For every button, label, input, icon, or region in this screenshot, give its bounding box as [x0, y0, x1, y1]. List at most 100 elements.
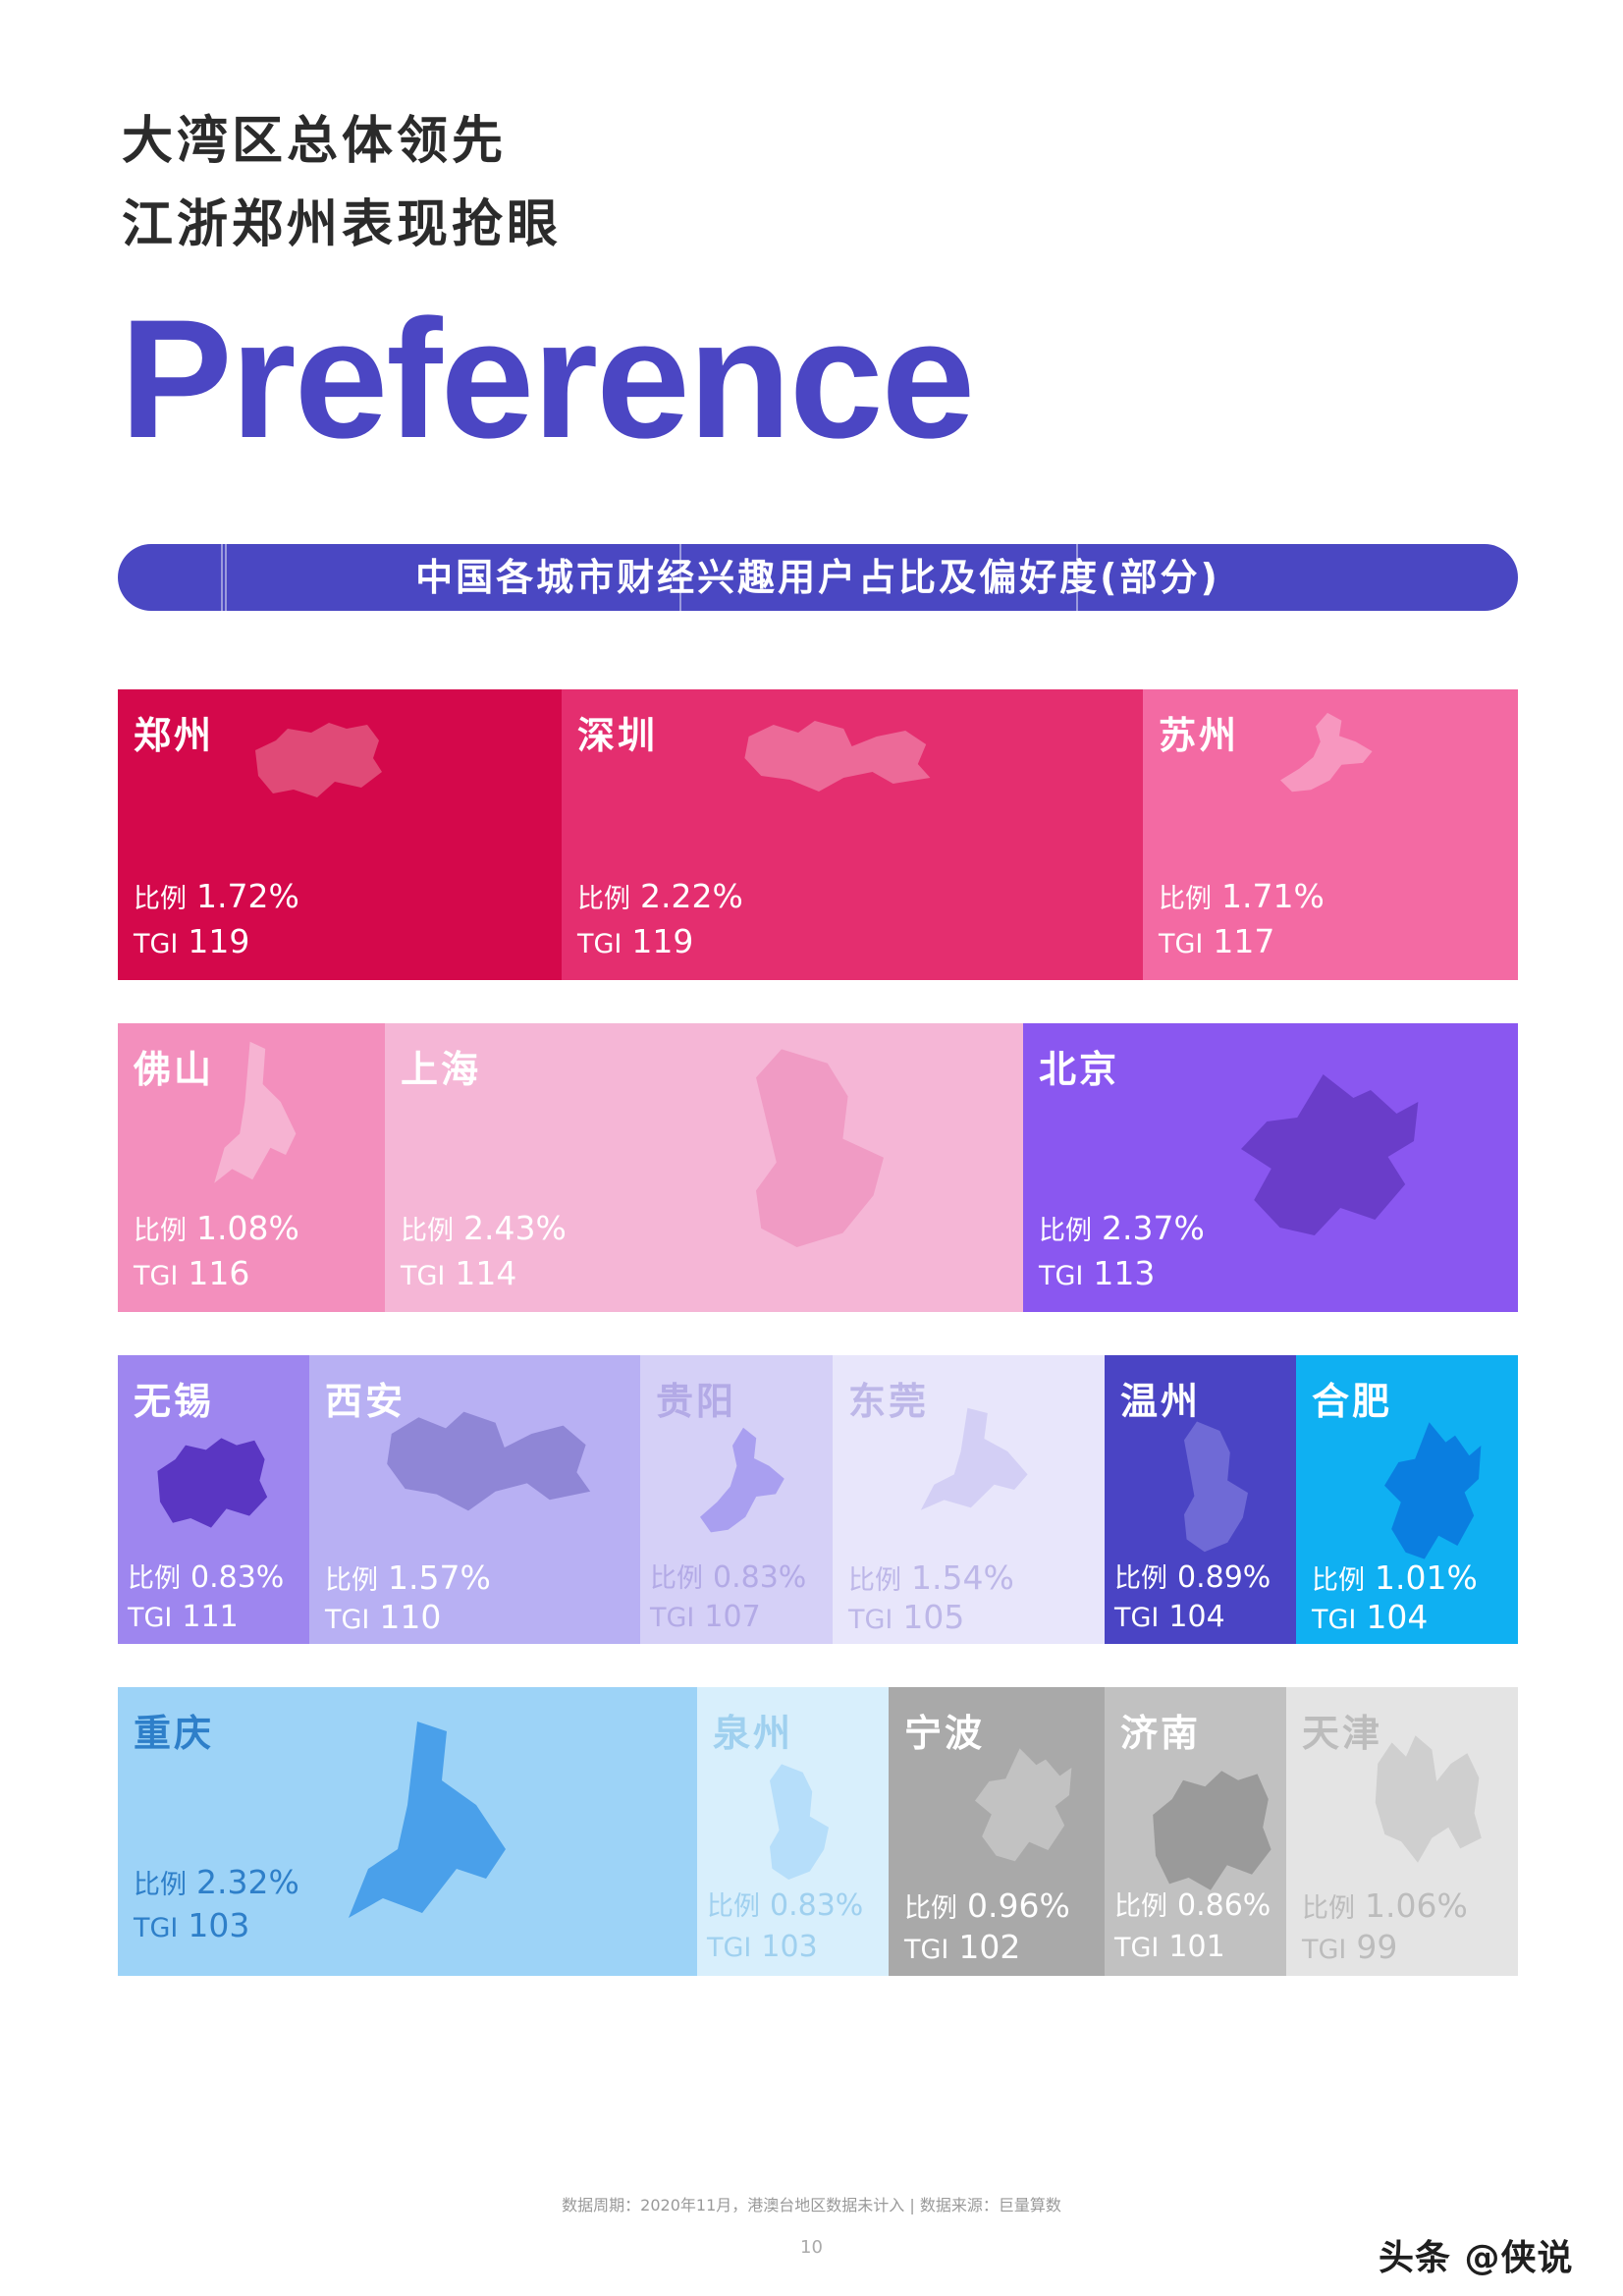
city-map-icon [756, 1049, 884, 1247]
tgi-stat: TGI 101 [1114, 1930, 1225, 1964]
city-map-icon [1280, 712, 1373, 793]
city-name: 东莞 [848, 1380, 930, 1423]
city-name: 天津 [1302, 1712, 1383, 1755]
city-map-icon [1384, 1422, 1482, 1559]
city-name: 苏州 [1159, 714, 1240, 757]
section-title-banner: 中国各城市财经兴趣用户占比及偏好度(部分) [118, 544, 1518, 611]
city-map-icon [920, 1407, 1028, 1510]
city-tile: 宁波比例 0.96% TGI 102 [889, 1687, 1105, 1976]
banner-divider [1076, 544, 1078, 611]
city-name: 合肥 [1312, 1380, 1393, 1423]
city-map-icon [1375, 1735, 1482, 1863]
city-name: 上海 [401, 1048, 482, 1091]
city-tile: 泉州比例 0.83% TGI 103 [697, 1687, 889, 1976]
tgi-stat: TGI 102 [904, 1928, 1021, 1966]
tgi-stat: TGI 104 [1312, 1598, 1429, 1636]
city-row: 重庆 比例 2.32% TGI 103 泉州 比例 0.83% TGI 103 宁波 比例 0.96% T… [118, 1687, 1518, 1976]
ratio-stat: 比例 1.08% [134, 1209, 299, 1247]
ratio-stat: 比例 1.72% [134, 877, 299, 915]
city-tile: 重庆比例 2.32% TGI 103 [118, 1687, 697, 1976]
banner-divider [679, 544, 681, 611]
city-name: 西安 [325, 1380, 406, 1423]
tgi-stat: TGI 104 [1114, 1600, 1225, 1634]
ratio-stat: 比例 2.32% [134, 1863, 299, 1901]
tgi-stat: TGI 99 [1302, 1928, 1398, 1966]
city-name: 泉州 [713, 1712, 794, 1755]
city-tile: 东莞比例 1.54% TGI 105 [833, 1355, 1105, 1644]
city-tile: 西安比例 1.57% TGI 110 [309, 1355, 640, 1644]
tgi-stat: TGI 111 [128, 1600, 239, 1634]
tgi-stat: TGI 119 [134, 922, 250, 960]
city-tile: 郑州比例 1.72% TGI 119 [118, 689, 562, 980]
city-row: 郑州比例 1.72% TGI 119 深圳比例 2.22% TGI 119 苏州比例 1.71% T… [118, 689, 1518, 980]
city-tile: 贵阳比例 0.83% TGI 107 [640, 1355, 833, 1644]
headline-line-1: 大湾区总体领先 [122, 112, 508, 171]
tgi-stat: TGI 103 [707, 1930, 818, 1964]
ratio-stat: 比例 1.57% [325, 1558, 491, 1597]
tgi-stat: TGI 117 [1159, 922, 1275, 960]
ratio-stat: 比例 0.89% [1114, 1560, 1271, 1595]
city-name: 无锡 [134, 1380, 215, 1423]
city-map-icon [387, 1411, 591, 1511]
city-name: 郑州 [134, 714, 215, 757]
city-row: 无锡比例 0.83% TGI 111 西安比例 1.57% TGI 110 贵阳比例 0.83% T… [118, 1355, 1518, 1644]
banner-divider [221, 544, 223, 611]
ratio-stat: 比例 0.96% [904, 1886, 1070, 1925]
city-tile: 天津比例 1.06% TGI 99 [1286, 1687, 1518, 1976]
city-tile: 温州比例 0.89% TGI 104 [1105, 1355, 1296, 1644]
city-map-icon [975, 1748, 1072, 1862]
city-map-icon [700, 1427, 784, 1533]
headline-line-2: 江浙郑州表现抢眼 [122, 195, 563, 254]
city-name: 贵阳 [656, 1380, 737, 1423]
ratio-stat: 比例 0.83% [650, 1560, 807, 1595]
city-row: 佛山比例 1.08% TGI 116 上海比例 2.43% TGI 114 北京比例 2.37% T… [118, 1023, 1518, 1312]
footer-note: 数据周期：2020年11月，港澳台地区数据未计入 | 数据来源：巨量算数 [562, 2196, 1061, 2214]
city-map-icon [1184, 1421, 1248, 1553]
city-tile: 北京比例 2.37% TGI 113 [1023, 1023, 1518, 1312]
city-name: 北京 [1039, 1048, 1120, 1091]
tgi-stat: TGI 114 [401, 1254, 517, 1292]
city-map-icon [255, 723, 382, 797]
city-name: 济南 [1120, 1712, 1202, 1755]
tgi-stat: TGI 113 [1039, 1254, 1156, 1292]
city-map-icon [1153, 1771, 1271, 1890]
ratio-stat: 比例 2.43% [401, 1209, 567, 1247]
ratio-stat: 比例 1.71% [1159, 877, 1325, 915]
city-name: 重庆 [134, 1712, 215, 1755]
city-tile: 无锡比例 0.83% TGI 111 [118, 1355, 309, 1644]
city-tile: 佛山比例 1.08% TGI 116 [118, 1023, 385, 1312]
tgi-stat: TGI 119 [577, 922, 694, 960]
ratio-stat: 比例 0.83% [128, 1560, 285, 1595]
ratio-stat: 比例 1.01% [1312, 1558, 1478, 1597]
city-map-icon [1241, 1074, 1419, 1235]
tgi-stat: TGI 116 [134, 1254, 250, 1292]
city-name: 宁波 [904, 1712, 986, 1755]
city-name: 佛山 [134, 1048, 215, 1091]
tgi-stat: TGI 105 [848, 1598, 965, 1636]
tgi-stat: TGI 110 [325, 1598, 442, 1636]
city-map-icon [157, 1438, 268, 1528]
preference-title: Preference [120, 285, 975, 473]
city-tile: 苏州比例 1.71% TGI 117 [1143, 689, 1518, 980]
source-watermark: 头条 @侠说 [1379, 2238, 1574, 2278]
ratio-stat: 比例 1.54% [848, 1558, 1014, 1597]
tgi-stat: TGI 107 [650, 1600, 761, 1634]
page-number: 10 [800, 2237, 823, 2258]
banner-divider [225, 544, 227, 611]
city-name: 深圳 [577, 714, 659, 757]
city-map-icon [744, 721, 931, 792]
ratio-stat: 比例 2.37% [1039, 1209, 1205, 1247]
city-map-icon [214, 1041, 297, 1183]
ratio-stat: 比例 1.06% [1302, 1886, 1468, 1925]
city-map-icon [770, 1764, 829, 1880]
city-map-icon [349, 1722, 506, 1918]
ratio-stat: 比例 0.83% [707, 1888, 864, 1923]
ratio-stat: 比例 2.22% [577, 877, 743, 915]
city-tile: 上海比例 2.43% TGI 114 [385, 1023, 1023, 1312]
city-tile: 合肥比例 1.01% TGI 104 [1296, 1355, 1518, 1644]
city-tile: 济南比例 0.86% TGI 101 [1105, 1687, 1286, 1976]
section-title: 中国各城市财经兴趣用户占比及偏好度(部分) [415, 556, 1220, 599]
tgi-stat: TGI 103 [134, 1906, 250, 1944]
ratio-stat: 比例 0.86% [1114, 1888, 1271, 1923]
city-name: 温州 [1120, 1380, 1202, 1423]
